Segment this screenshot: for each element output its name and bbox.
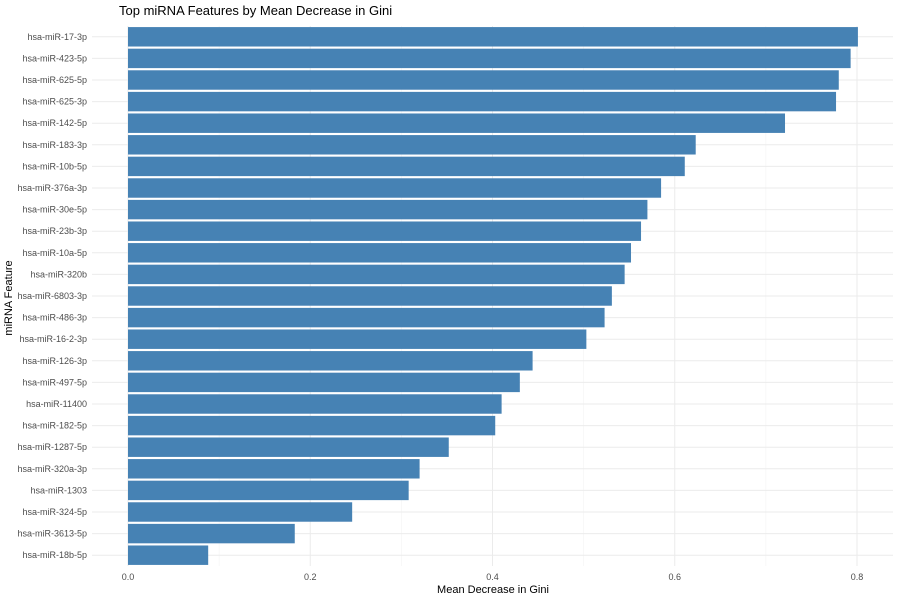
bar [128, 415, 496, 436]
bar [128, 523, 295, 544]
y-tick-label: hsa-miR-183-3p [22, 140, 87, 150]
y-tick-label: hsa-miR-16-2-3p [19, 334, 87, 344]
bar [128, 70, 839, 90]
bars [128, 27, 858, 565]
x-tick-label: 0.8 [851, 572, 864, 582]
y-axis-title: miRNA Feature [3, 260, 15, 335]
y-tick-label: hsa-miR-376a-3p [17, 183, 87, 193]
bar [128, 199, 648, 220]
y-tick-label: hsa-miR-17-3p [27, 32, 87, 42]
bar [128, 178, 662, 198]
x-axis-title: Mean Decrease in Gini [437, 584, 549, 596]
y-tick-label: hsa-miR-10b-5p [22, 161, 87, 171]
y-tick-label: hsa-miR-126-3p [22, 356, 87, 366]
y-tick-label: hsa-miR-320b [30, 269, 87, 279]
bar [128, 437, 449, 457]
y-tick-labels: hsa-miR-17-3p hsa-miR-423-5p hsa-miR-625-5… [17, 32, 87, 560]
y-tick-label: hsa-miR-6803-3p [17, 291, 87, 301]
x-tick-label: 0.6 [668, 572, 681, 582]
bar [128, 27, 858, 47]
bar [128, 502, 353, 522]
bar [128, 221, 642, 241]
y-tick-label: hsa-miR-320a-3p [17, 464, 87, 474]
bar [128, 135, 696, 155]
y-tick-label: hsa-miR-486-3p [22, 313, 87, 323]
y-tick-label: hsa-miR-142-5p [22, 118, 87, 128]
bar [128, 264, 625, 285]
x-tick-labels: 0.0 0.2 0.4 0.6 0.8 [122, 572, 864, 582]
bar [128, 480, 409, 501]
y-tick-label: hsa-miR-625-3p [22, 97, 87, 107]
y-tick-label: hsa-miR-10a-5p [22, 248, 87, 258]
bar [128, 48, 851, 69]
bar [128, 459, 420, 479]
y-tick-label: hsa-miR-324-5p [22, 507, 87, 517]
bar [128, 286, 612, 306]
bar [128, 243, 632, 263]
x-tick-label: 0.0 [122, 572, 135, 582]
bar [128, 329, 587, 349]
bar [128, 113, 786, 133]
y-tick-label: hsa-miR-18b-5p [22, 550, 87, 560]
bar [128, 372, 520, 393]
x-tick-label: 0.2 [304, 572, 317, 582]
x-tick-label: 0.4 [486, 572, 499, 582]
y-tick-label: hsa-miR-11400 [26, 399, 87, 409]
y-tick-label: hsa-miR-1287-5p [17, 442, 87, 452]
y-tick-label: hsa-miR-625-5p [22, 75, 87, 85]
y-tick-label: hsa-miR-1303 [30, 485, 87, 495]
y-tick-label: hsa-miR-30e-5p [22, 205, 87, 215]
bar [128, 351, 533, 371]
y-tick-label: hsa-miR-23b-3p [22, 226, 87, 236]
bar [128, 156, 685, 177]
y-tick-label: hsa-miR-497-5p [22, 377, 87, 387]
y-tick-label: hsa-miR-182-5p [22, 421, 87, 431]
bar [128, 307, 605, 328]
y-tick-label: hsa-miR-423-5p [22, 53, 87, 63]
bar [128, 91, 837, 112]
bar [128, 545, 209, 565]
y-tick-label: hsa-miR-3613-5p [17, 529, 87, 539]
chart-title: Top miRNA Features by Mean Decrease in G… [119, 3, 392, 18]
bar [128, 394, 502, 414]
